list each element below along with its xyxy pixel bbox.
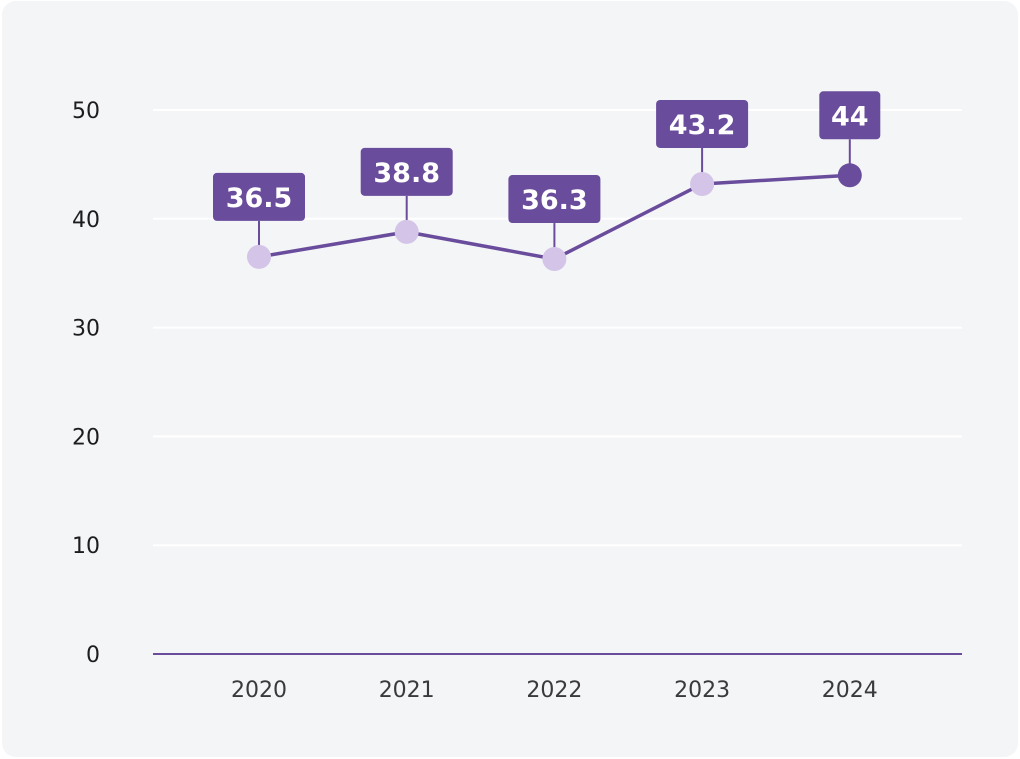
y-axis-ticks: 0 10 20 30 40 50 [72, 99, 100, 668]
y-tick-label: 40 [72, 208, 100, 233]
y-tick-label: 10 [72, 534, 100, 559]
data-point [690, 171, 715, 196]
data-point [247, 244, 271, 269]
x-tick-label: 2023 [674, 678, 730, 703]
x-tick-label: 2021 [379, 678, 435, 703]
data-label-box [213, 172, 305, 221]
data-labels: 36.5 38.8 36.3 43.2 44 [213, 91, 881, 224]
data-label-box [656, 99, 749, 148]
y-tick-label: 20 [72, 425, 100, 450]
x-tick-label: 2020 [231, 678, 287, 703]
data-label-box [819, 91, 881, 140]
x-tick-label: 2024 [822, 678, 878, 703]
data-point [837, 163, 862, 188]
data-point [542, 247, 567, 272]
data-points [247, 163, 862, 272]
data-point [394, 219, 419, 244]
data-label: 44 [831, 101, 869, 132]
x-axis-ticks: 2020 2021 2022 2023 2024 [231, 678, 878, 703]
y-tick-label: 50 [72, 99, 100, 124]
data-label: 43.2 [669, 110, 736, 141]
data-label: 38.8 [373, 158, 440, 189]
y-tick-label: 30 [72, 317, 100, 342]
data-label: 36.5 [226, 183, 293, 214]
data-label-box [360, 147, 453, 196]
x-tick-label: 2022 [526, 678, 582, 703]
data-label: 36.3 [521, 185, 588, 216]
data-label-box [508, 175, 601, 224]
y-tick-label: 0 [86, 643, 100, 668]
